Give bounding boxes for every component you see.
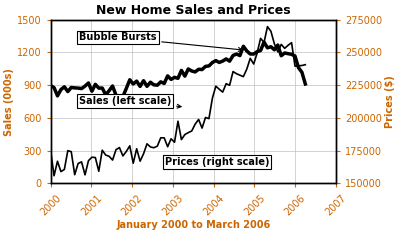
Title: New Home Sales and Prices: New Home Sales and Prices (96, 4, 290, 17)
Text: Sales (left scale): Sales (left scale) (79, 96, 181, 108)
Y-axis label: Prices ($): Prices ($) (385, 75, 395, 128)
Y-axis label: Sales (000s): Sales (000s) (4, 68, 14, 135)
Text: Bubble Bursts: Bubble Bursts (79, 33, 242, 51)
Text: Prices (right scale): Prices (right scale) (165, 157, 269, 167)
X-axis label: January 2000 to March 2006: January 2000 to March 2006 (116, 220, 271, 230)
